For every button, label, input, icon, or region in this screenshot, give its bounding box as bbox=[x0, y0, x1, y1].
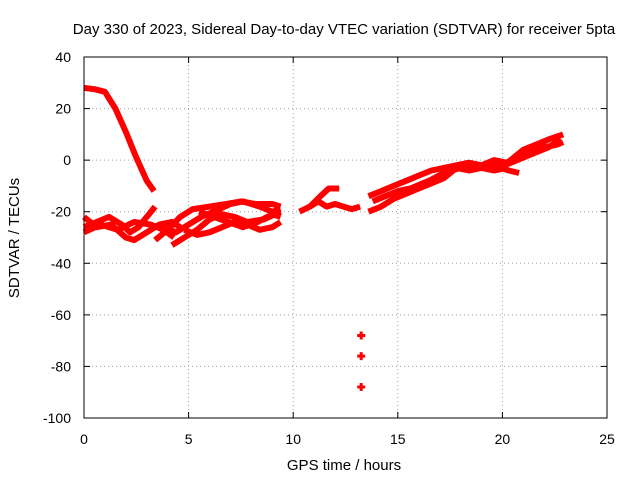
x-tick-label: 10 bbox=[285, 431, 301, 447]
y-axis-title: SDTVAR / TECUs bbox=[6, 178, 23, 298]
axis-ticks bbox=[83, 56, 608, 419]
series-track-14 bbox=[367, 164, 508, 215]
series-track-15 bbox=[427, 162, 520, 184]
data-series bbox=[82, 84, 565, 392]
series-track-11 bbox=[307, 185, 340, 209]
x-tick-label: 20 bbox=[495, 431, 511, 447]
series-track-16 bbox=[508, 131, 565, 163]
x-tick-labels: 0 5 10 15 20 25 bbox=[80, 431, 615, 447]
data-point bbox=[357, 383, 366, 392]
y-tick-label: -100 bbox=[43, 410, 71, 426]
series-track-9 bbox=[198, 208, 282, 231]
y-tick-label: 40 bbox=[55, 49, 71, 65]
y-tick-label: -20 bbox=[51, 204, 71, 220]
x-axis-title: GPS time / hours bbox=[287, 457, 401, 474]
series-track-10 bbox=[298, 198, 361, 215]
y-tick-labels: -100 -80 -60 -40 -20 0 20 40 bbox=[43, 49, 71, 426]
x-tick-label: 15 bbox=[390, 431, 406, 447]
y-tick-label: -60 bbox=[51, 307, 71, 323]
x-tick-label: 25 bbox=[599, 431, 615, 447]
y-tick-label: 0 bbox=[63, 152, 71, 168]
x-tick-label: 0 bbox=[80, 431, 88, 447]
y-tick-label: -80 bbox=[51, 358, 71, 374]
y-tick-label: -40 bbox=[51, 255, 71, 271]
series-track-5 bbox=[153, 198, 282, 243]
data-point bbox=[357, 331, 366, 340]
x-tick-label: 5 bbox=[185, 431, 193, 447]
y-tick-label: 20 bbox=[55, 101, 71, 117]
chart-title: Day 330 of 2023, Sidereal Day-to-day VTE… bbox=[73, 21, 616, 38]
series-track-1 bbox=[83, 84, 157, 193]
plot-frame bbox=[83, 56, 608, 419]
series-track-6 bbox=[162, 198, 282, 236]
data-point bbox=[357, 352, 366, 361]
